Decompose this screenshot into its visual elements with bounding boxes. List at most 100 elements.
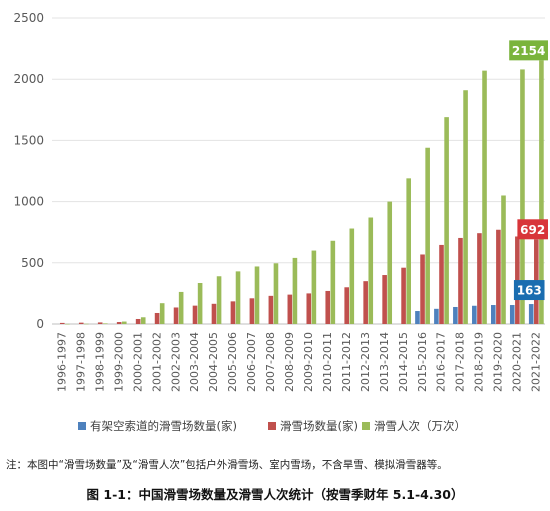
bar-series1-1996-1997 (59, 322, 65, 324)
bar-series1-2006-2007 (249, 298, 255, 324)
bar-series2-2020-2021 (520, 69, 525, 324)
x-tick-label: 2008-2009 (283, 332, 296, 392)
bar-series1-2005-2006 (230, 301, 236, 324)
bar-series1-2016-2017 (439, 244, 444, 324)
legend-item: 有架空索道的滑雪场数量(家) (78, 419, 237, 433)
x-tick-label: 2007-2008 (264, 332, 277, 392)
x-tick-label: 2009-2010 (302, 332, 315, 392)
x-tick-label: 1999-2000 (112, 332, 125, 392)
y-tick-label: 500 (21, 256, 44, 270)
bar-series0-2020-2021 (509, 305, 515, 324)
bar-series1-2004-2005 (211, 303, 217, 324)
bar-series1-1997-1998 (78, 322, 84, 324)
legend-item: 滑雪场数量(家) (268, 419, 358, 433)
bar-series2-2015-2016 (425, 147, 430, 324)
x-tick-label: 2014-2015 (397, 332, 410, 392)
bar-series1-2000-2001 (135, 318, 141, 324)
x-tick-label: 2000-2001 (131, 332, 144, 392)
footnote: 注：本图中“滑雪场数量”及“滑雪人次”包括户外滑雪场、室内雪场，不含旱雪、模拟滑… (6, 459, 448, 471)
bar-series1-2015-2016 (420, 254, 425, 324)
x-tick-label: 2021-2022 (530, 332, 543, 392)
x-tick-label: 2003-2004 (188, 332, 201, 392)
bar-series2-2014-2015 (406, 178, 411, 324)
data-label-box (509, 40, 548, 61)
bar-series1-2011-2012 (344, 287, 349, 324)
bar-series1-2008-2009 (287, 294, 293, 324)
bar-series1-2001-2002 (154, 312, 160, 324)
bar-series2-2009-2010 (311, 250, 317, 324)
y-tick-label: 0 (36, 317, 44, 331)
bar-series1-2017-2018 (458, 237, 463, 324)
bar-series2-2000-2001 (140, 317, 146, 324)
x-tick-label: 2017-2018 (454, 332, 467, 392)
x-tick-label: 2018-2019 (473, 332, 486, 392)
bar-series2-2002-2003 (178, 291, 184, 324)
bar-series2-1998-1999 (103, 323, 108, 324)
bar-series0-2016-2017 (434, 308, 439, 324)
x-tick-label: 2004-2005 (207, 332, 220, 392)
x-tick-label: 1998-1999 (93, 332, 106, 392)
bar-series2-2021-2022 (539, 60, 544, 324)
bar-series1-2010-2011 (325, 290, 331, 324)
bar-series1-2002-2003 (173, 307, 179, 324)
x-tick-label: 2019-2020 (492, 332, 505, 392)
legend-label: 滑雪场数量(家) (280, 419, 358, 433)
bar-series2-1996-1997 (65, 323, 70, 325)
x-tick-label: 1996-1997 (55, 332, 68, 392)
x-tick-label: 2016-2017 (435, 332, 448, 392)
data-label: 163 (517, 284, 542, 298)
bar-series1-2013-2014 (382, 275, 387, 324)
x-tick-label: 2002-2003 (169, 332, 182, 392)
bar-series2-2006-2007 (254, 266, 260, 324)
bar-series2-2003-2004 (197, 283, 203, 324)
bar-series1-2018-2019 (477, 233, 482, 324)
figure-caption: 图 1-1：中国滑雪场数量及滑雪人次统计（按雪季财年 5.1-4.30） (86, 487, 464, 502)
x-tick-label: 1997-1998 (74, 332, 87, 392)
bar-series0-2017-2018 (453, 306, 458, 324)
bar-series2-1997-1998 (84, 323, 89, 325)
y-tick-label: 1000 (13, 195, 44, 209)
legend: 有架空索道的滑雪场数量(家) 滑雪场数量(家) 滑雪人次（万次） (78, 419, 466, 433)
bar-series0-2015-2016 (415, 311, 420, 324)
bar-series0-2018-2019 (472, 305, 477, 324)
bar-series2-2008-2009 (292, 257, 298, 324)
bar-series1-2003-2004 (192, 305, 198, 324)
bar-series2-2010-2011 (330, 240, 336, 324)
legend-swatch (362, 422, 370, 430)
bar-series2-2004-2005 (216, 276, 222, 324)
bar-series2-1999-2000 (121, 321, 127, 324)
legend-label: 滑雪人次（万次） (374, 419, 466, 433)
bar-series1-1998-1999 (97, 322, 103, 324)
x-tick-label: 2013-2014 (378, 332, 391, 392)
bar-series2-2012-2013 (368, 217, 374, 324)
x-tick-label: 2011-2012 (340, 332, 353, 392)
y-axis: 0 500 1000 1500 2000 2500 (13, 11, 44, 331)
bars (59, 60, 544, 325)
data-labels: 2154 692 163 (509, 40, 548, 301)
bar-series2-2018-2019 (482, 70, 487, 324)
bar-series2-2019-2020 (501, 195, 506, 324)
legend-item: 滑雪人次（万次） (362, 419, 466, 433)
data-label-box (513, 280, 545, 301)
legend-swatch (268, 422, 276, 430)
legend-label: 有架空索道的滑雪场数量(家) (90, 419, 237, 433)
bar-series0-2021-2022 (528, 304, 534, 324)
bar-series1-2009-2010 (306, 293, 312, 324)
bar-series0-2019-2020 (491, 305, 496, 324)
bar-series2-2017-2018 (463, 90, 468, 324)
x-tick-label: 2010-2011 (321, 332, 334, 392)
x-tick-label: 2005-2006 (226, 332, 239, 392)
bar-series1-2019-2020 (496, 229, 501, 324)
x-tick-label: 2006-2007 (245, 332, 258, 392)
y-tick-label: 2000 (13, 72, 44, 86)
x-axis: 1996-1997 1997-1998 1998-1999 1999-2000 2000… (55, 332, 542, 392)
x-tick-label: 2012-2013 (359, 332, 372, 392)
y-tick-label: 1500 (13, 133, 44, 147)
bar-series2-2001-2002 (159, 303, 165, 324)
bar-series2-2016-2017 (444, 117, 449, 324)
bar-series1-1999-2000 (116, 322, 122, 324)
data-label: 2154 (512, 44, 545, 58)
bar-series1-2012-2013 (363, 281, 368, 324)
bar-series2-2005-2006 (235, 271, 241, 324)
